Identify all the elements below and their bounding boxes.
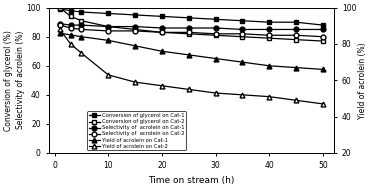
Line: Yield of acrolein on Cat-2: Yield of acrolein on Cat-2: [58, 27, 325, 106]
Yield of acrolein on Cat-1: [133, 45, 137, 47]
Conversion of glycerol on Cat-2: [240, 36, 244, 38]
Yield of acrolein on Cat-2: [68, 43, 73, 45]
Conversion of glycerol on Cat-2: [321, 40, 325, 42]
Conversion of glycerol on Cat-1: [294, 21, 298, 23]
Line: Selectivity of  acrolein on Cat-2: Selectivity of acrolein on Cat-2: [58, 23, 325, 39]
Legend: Conversion of glycerol on Cat-1, Conversion of glycerol on Cat-2, Selectivity of: Conversion of glycerol on Cat-1, Convers…: [87, 112, 186, 150]
Line: Conversion of glycerol on Cat-1: Conversion of glycerol on Cat-1: [58, 7, 325, 28]
Yield of acrolein on Cat-2: [187, 88, 191, 91]
Yield of acrolein on Cat-2: [106, 74, 111, 76]
Conversion of glycerol on Cat-2: [267, 37, 272, 39]
Selectivity of  acrolein on Cat-2: [187, 31, 191, 33]
X-axis label: Time on stream (h): Time on stream (h): [148, 176, 234, 185]
Selectivity of  acrolein on Cat-1: [79, 24, 83, 26]
Selectivity of  acrolein on Cat-2: [79, 28, 83, 31]
Selectivity of  acrolein on Cat-1: [68, 24, 73, 26]
Selectivity of  acrolein on Cat-2: [58, 24, 62, 26]
Selectivity of  acrolein on Cat-1: [267, 28, 272, 31]
Conversion of glycerol on Cat-1: [187, 17, 191, 19]
Yield of acrolein on Cat-2: [321, 103, 325, 105]
Selectivity of  acrolein on Cat-2: [133, 30, 137, 32]
Selectivity of  acrolein on Cat-1: [106, 25, 111, 28]
Yield of acrolein on Cat-1: [68, 34, 73, 36]
Yield of acrolein on Cat-1: [106, 39, 111, 42]
Line: Selectivity of  acrolein on Cat-1: Selectivity of acrolein on Cat-1: [58, 21, 325, 32]
Conversion of glycerol on Cat-1: [240, 20, 244, 22]
Yield of acrolein on Cat-2: [79, 52, 83, 54]
Selectivity of  acrolein on Cat-1: [294, 28, 298, 31]
Conversion of glycerol on Cat-1: [106, 12, 111, 15]
Conversion of glycerol on Cat-1: [213, 18, 218, 20]
Selectivity of  acrolein on Cat-2: [294, 34, 298, 36]
Conversion of glycerol on Cat-1: [267, 21, 272, 23]
Yield of acrolein on Cat-2: [267, 95, 272, 98]
Conversion of glycerol on Cat-2: [294, 39, 298, 41]
Yield of acrolein on Cat-2: [240, 94, 244, 96]
Yield of acrolein on Cat-1: [321, 68, 325, 70]
Conversion of glycerol on Cat-1: [79, 11, 83, 13]
Selectivity of  acrolein on Cat-1: [133, 25, 137, 28]
Conversion of glycerol on Cat-1: [68, 9, 73, 12]
Conversion of glycerol on Cat-2: [133, 28, 137, 31]
Selectivity of  acrolein on Cat-1: [321, 28, 325, 31]
Yield of acrolein on Cat-2: [160, 85, 164, 87]
Selectivity of  acrolein on Cat-2: [267, 34, 272, 36]
Yield of acrolein on Cat-1: [58, 32, 62, 34]
Yield of acrolein on Cat-1: [294, 67, 298, 69]
Conversion of glycerol on Cat-1: [160, 15, 164, 18]
Selectivity of  acrolein on Cat-2: [321, 36, 325, 38]
Yield of acrolein on Cat-1: [187, 54, 191, 56]
Line: Conversion of glycerol on Cat-2: Conversion of glycerol on Cat-2: [58, 5, 325, 43]
Yield of acrolein on Cat-2: [133, 81, 137, 83]
Conversion of glycerol on Cat-1: [321, 24, 325, 26]
Selectivity of  acrolein on Cat-1: [187, 27, 191, 29]
Conversion of glycerol on Cat-2: [106, 25, 111, 28]
Conversion of glycerol on Cat-2: [187, 33, 191, 35]
Y-axis label: Conversion of glycerol (%)
Selectivity of acrolein (%): Conversion of glycerol (%) Selectivity o…: [4, 30, 25, 131]
Line: Yield of acrolein on Cat-1: Yield of acrolein on Cat-1: [58, 31, 325, 72]
Selectivity of  acrolein on Cat-2: [68, 27, 73, 29]
Yield of acrolein on Cat-1: [79, 36, 83, 38]
Selectivity of  acrolein on Cat-2: [213, 33, 218, 35]
Selectivity of  acrolein on Cat-2: [106, 30, 111, 32]
Yield of acrolein on Cat-1: [267, 65, 272, 67]
Selectivity of  acrolein on Cat-1: [213, 27, 218, 29]
Yield of acrolein on Cat-1: [160, 50, 164, 52]
Selectivity of  acrolein on Cat-2: [160, 31, 164, 33]
Conversion of glycerol on Cat-1: [58, 8, 62, 10]
Conversion of glycerol on Cat-2: [160, 31, 164, 33]
Yield of acrolein on Cat-2: [294, 99, 298, 101]
Selectivity of  acrolein on Cat-1: [58, 22, 62, 25]
Yield of acrolein on Cat-1: [240, 61, 244, 63]
Selectivity of  acrolein on Cat-1: [160, 27, 164, 29]
Selectivity of  acrolein on Cat-2: [240, 33, 244, 35]
Yield of acrolein on Cat-2: [58, 28, 62, 31]
Yield of acrolein on Cat-2: [213, 92, 218, 94]
Conversion of glycerol on Cat-2: [58, 7, 62, 9]
Conversion of glycerol on Cat-2: [79, 20, 83, 22]
Yield of acrolein on Cat-1: [213, 57, 218, 60]
Conversion of glycerol on Cat-1: [133, 14, 137, 16]
Conversion of glycerol on Cat-2: [213, 34, 218, 36]
Conversion of glycerol on Cat-2: [68, 15, 73, 18]
Selectivity of  acrolein on Cat-1: [240, 28, 244, 31]
Y-axis label: Yield of acrolein (%): Yield of acrolein (%): [358, 42, 367, 119]
